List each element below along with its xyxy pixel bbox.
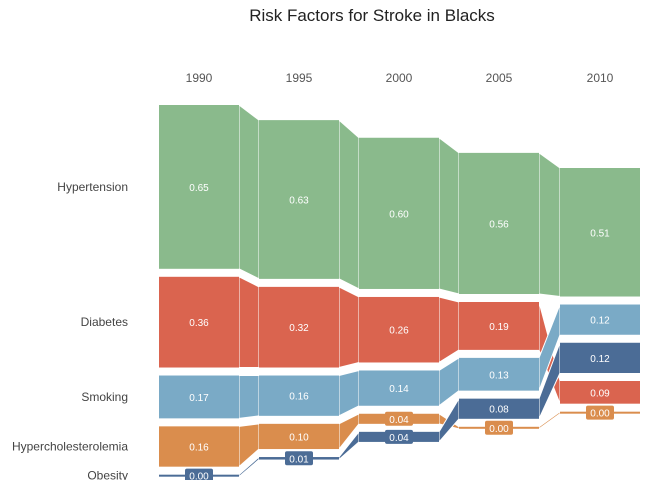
flow-hypertension-2000-2005 bbox=[438, 136, 460, 295]
flow-hypertension-1990-1995 bbox=[238, 103, 260, 280]
value-label-obesity-1990: 0.00 bbox=[189, 472, 209, 480]
year-label-2005: 2005 bbox=[486, 71, 513, 85]
year-label-2010: 2010 bbox=[587, 71, 614, 85]
bar-smoking-2010 bbox=[560, 304, 640, 335]
flow-diabetes-1995-2000 bbox=[338, 286, 360, 369]
value-badge-obesity-1995 bbox=[285, 451, 313, 466]
value-label-hypercholesterolemia-2000: 0.04 bbox=[389, 415, 409, 426]
value-label-smoking-2000: 0.14 bbox=[389, 384, 409, 395]
bar-obesity-2010 bbox=[560, 342, 640, 373]
bar-obesity-2005 bbox=[459, 398, 539, 419]
bar-diabetes-1995 bbox=[259, 286, 339, 368]
flow-diabetes-1990-1995 bbox=[238, 275, 260, 369]
bar-hypertension-2005 bbox=[459, 152, 539, 294]
value-label-smoking-2005: 0.13 bbox=[489, 370, 509, 381]
flow-hypertension-1995-2000 bbox=[338, 119, 360, 290]
bar-hypertension-1990 bbox=[159, 105, 239, 269]
factor-label-obesity: Obesity bbox=[87, 469, 128, 480]
flow-smoking-2000-2005 bbox=[438, 356, 460, 407]
value-label-hypertension-2000: 0.60 bbox=[389, 209, 409, 220]
value-badge-obesity-1990 bbox=[185, 468, 213, 480]
year-label-1995: 1995 bbox=[286, 71, 313, 85]
year-label-1990: 1990 bbox=[186, 71, 213, 85]
value-label-smoking-1990: 0.17 bbox=[189, 393, 209, 404]
bar-hypertension-1995 bbox=[259, 120, 339, 279]
bar-smoking-1990 bbox=[159, 375, 239, 419]
value-label-obesity-2010: 0.12 bbox=[590, 354, 610, 365]
bar-diabetes-2010 bbox=[560, 381, 640, 404]
value-label-hypertension-2010: 0.51 bbox=[590, 228, 610, 239]
factor-label-hypercholesterolemia: Hypercholesterolemia bbox=[12, 440, 128, 454]
value-label-hypertension-2005: 0.56 bbox=[489, 219, 509, 230]
factor-label-diabetes: Diabetes bbox=[81, 315, 128, 329]
value-badge-obesity-2000 bbox=[385, 429, 413, 444]
bar-smoking-1995 bbox=[259, 375, 339, 416]
value-label-smoking-2010: 0.12 bbox=[590, 316, 610, 327]
value-label-diabetes-2000: 0.26 bbox=[389, 326, 409, 337]
bar-diabetes-2005 bbox=[459, 302, 539, 350]
factor-label-smoking: Smoking bbox=[81, 390, 128, 404]
flow-smoking-1995-2000 bbox=[338, 369, 360, 417]
flows-layer bbox=[238, 103, 561, 478]
flow-diabetes-2000-2005 bbox=[438, 296, 460, 364]
value-label-hypercholesterolemia-2005: 0.00 bbox=[489, 424, 509, 435]
bar-hypertension-2000 bbox=[359, 137, 439, 289]
value-label-diabetes-1990: 0.36 bbox=[189, 318, 209, 329]
value-badge-hypercholesterolemia-2000 bbox=[385, 411, 413, 426]
value-label-obesity-2005: 0.08 bbox=[489, 405, 509, 416]
bar-smoking-2000 bbox=[359, 370, 439, 406]
value-badge-hypercholesterolemia-2010 bbox=[586, 405, 614, 420]
value-label-hypercholesterolemia-1990: 0.16 bbox=[189, 443, 209, 454]
bar-hypercholesterolemia-1995 bbox=[259, 423, 339, 450]
bar-smoking-2005 bbox=[459, 357, 539, 391]
value-label-diabetes-2010: 0.09 bbox=[590, 388, 610, 399]
year-label-2000: 2000 bbox=[386, 71, 413, 85]
value-label-hypertension-1995: 0.63 bbox=[289, 196, 309, 207]
value-label-smoking-1995: 0.16 bbox=[289, 392, 309, 403]
value-label-obesity-1995: 0.01 bbox=[289, 454, 309, 465]
value-badge-hypercholesterolemia-2005 bbox=[485, 420, 513, 435]
value-label-hypercholesterolemia-1995: 0.10 bbox=[289, 432, 309, 443]
bar-diabetes-1990 bbox=[159, 276, 239, 368]
chart-title: Risk Factors for Stroke in Blacks bbox=[249, 6, 495, 25]
value-label-hypertension-1990: 0.65 bbox=[189, 183, 209, 194]
value-label-diabetes-1995: 0.32 bbox=[289, 323, 309, 334]
value-label-obesity-2000: 0.04 bbox=[389, 433, 409, 444]
value-label-diabetes-2005: 0.19 bbox=[489, 322, 509, 333]
bar-hypercholesterolemia-1990 bbox=[159, 426, 239, 467]
factor-label-hypertension: Hypertension bbox=[57, 180, 128, 194]
value-label-hypercholesterolemia-2010: 0.00 bbox=[590, 409, 610, 420]
labels-layer: 1990 1995 2000 2005 2010 Hypertension Diabetes… bbox=[12, 71, 614, 480]
flow-hypertension-2005-2010 bbox=[538, 151, 561, 298]
flow-smoking-1990-1995 bbox=[238, 375, 260, 419]
bar-diabetes-2000 bbox=[359, 296, 439, 363]
flow-hypercholesterolemia-2005-2010 bbox=[538, 410, 561, 430]
bar-hypertension-2010 bbox=[560, 168, 640, 297]
